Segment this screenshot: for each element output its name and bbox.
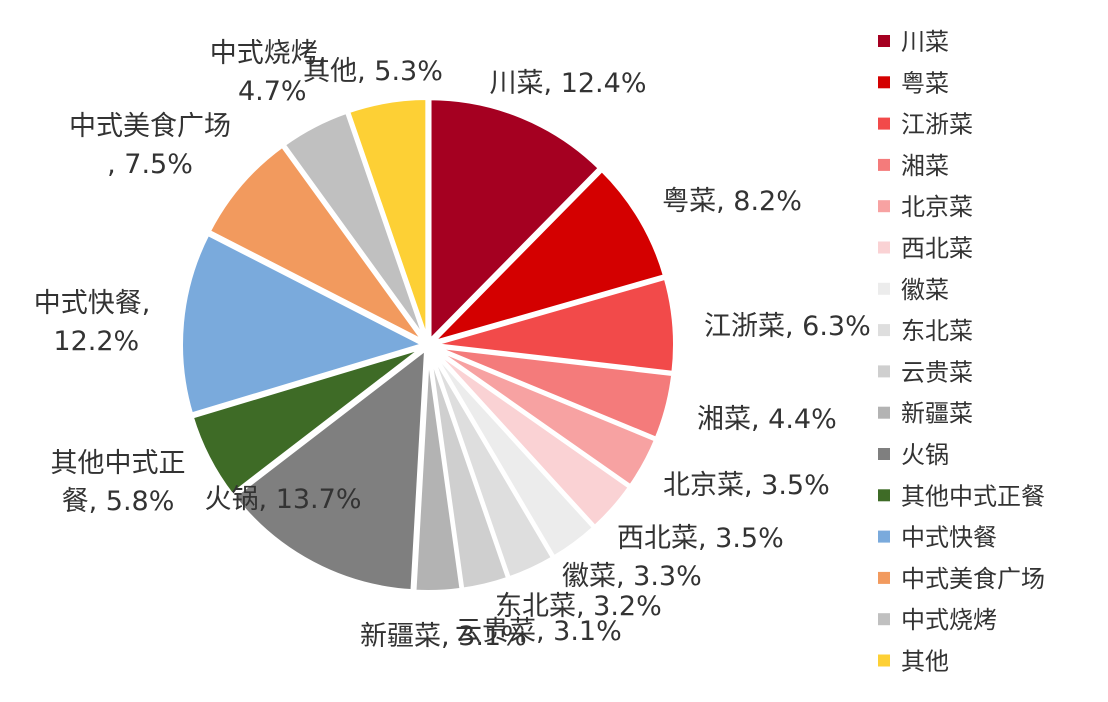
slice-labels: 川菜, 12.4% 粤菜, 8.2% 江浙菜, 6.3% 湘菜, 4.4% 北京菜, 3…	[34, 38, 871, 652]
slice-label-13: 中式快餐, 12.2%	[34, 288, 151, 357]
pie-slice-11	[231, 346, 429, 594]
pie-slices	[179, 96, 677, 594]
legend-item-15: 中式烧烤	[878, 606, 997, 634]
legend-swatch-15	[878, 613, 890, 626]
legend-label-15: 中式烧烤	[901, 606, 997, 634]
legend-swatch-16	[878, 654, 890, 667]
slice-label-15: 中式烧烤, 4.7%	[210, 38, 327, 107]
pie-slice-1	[427, 96, 602, 344]
legend-item-7: 徽菜	[878, 276, 949, 304]
legend-label-1: 川菜	[901, 28, 949, 56]
legend-item-4: 湘菜	[878, 152, 949, 180]
slice-label-2: 粤菜, 8.2%	[662, 186, 802, 217]
legend-item-5: 北京菜	[878, 193, 973, 221]
legend-swatch-5	[878, 200, 890, 213]
legend-swatch-8	[878, 324, 890, 337]
legend-swatch-14	[878, 571, 890, 584]
legend-swatch-1	[878, 35, 890, 47]
pie-slice-16	[346, 96, 430, 344]
slice-label-4: 湘菜, 4.4%	[697, 404, 837, 435]
slice-label-16: 其他, 5.3%	[303, 56, 443, 87]
legend-swatch-2	[878, 76, 890, 89]
legend-swatch-9	[878, 365, 890, 378]
legend-swatch-10	[878, 406, 890, 419]
slice-label-10: 新疆菜, 3.1%	[360, 621, 527, 652]
legend-item-8: 东北菜	[878, 317, 973, 345]
slice-label-1: 川菜, 12.4%	[490, 68, 647, 99]
slice-label-5: 北京菜, 3.5%	[663, 470, 830, 501]
legend: 川菜粤菜江浙菜湘菜北京菜西北菜徽菜东北菜云贵菜新疆菜火锅其他中式正餐中式快餐中式…	[878, 28, 1045, 676]
pie-slice-14	[206, 143, 427, 345]
legend-label-12: 其他中式正餐	[901, 482, 1045, 510]
legend-label-3: 江浙菜	[901, 111, 973, 139]
pie-slice-10	[412, 346, 464, 594]
legend-label-13: 中式快餐	[901, 524, 997, 552]
legend-label-14: 中式美食广场	[901, 565, 1045, 593]
slice-label-6: 西北菜, 3.5%	[617, 523, 784, 554]
slice-label-8: 东北菜, 3.2%	[495, 591, 662, 622]
slice-label-9: 云贵菜, 3.1%	[455, 616, 622, 647]
legend-label-16: 其他	[901, 648, 949, 676]
legend-item-12: 其他中式正餐	[878, 482, 1045, 510]
legend-item-13: 中式快餐	[878, 524, 997, 552]
legend-label-10: 新疆菜	[901, 400, 973, 428]
legend-swatch-3	[878, 117, 890, 130]
legend-label-5: 北京菜	[901, 193, 973, 221]
legend-item-14: 中式美食广场	[878, 565, 1045, 593]
legend-label-2: 粤菜	[901, 69, 949, 97]
slice-label-11: 火锅, 13.7%	[205, 484, 362, 515]
legend-label-8: 东北菜	[901, 317, 973, 345]
legend-item-1: 川菜	[878, 28, 949, 56]
legend-item-10: 新疆菜	[878, 400, 973, 428]
legend-label-4: 湘菜	[901, 152, 949, 180]
legend-item-3: 江浙菜	[878, 111, 973, 139]
legend-swatch-4	[878, 158, 890, 171]
legend-item-9: 云贵菜	[878, 358, 973, 386]
pie-slice-2	[429, 167, 668, 345]
legend-label-6: 西北菜	[901, 235, 973, 263]
slice-label-3: 江浙菜, 6.3%	[704, 311, 871, 342]
legend-label-11: 火锅	[901, 441, 949, 469]
slice-label-12: 其他中式正餐, 5.8%	[51, 448, 186, 517]
legend-swatch-12	[878, 489, 890, 502]
slice-label-7: 徽菜, 3.3%	[562, 561, 702, 592]
legend-item-6: 西北菜	[878, 235, 973, 263]
legend-swatch-11	[878, 448, 890, 460]
legend-item-16: 其他	[878, 648, 949, 676]
legend-label-7: 徽菜	[901, 276, 949, 304]
legend-swatch-13	[878, 530, 890, 543]
legend-label-9: 云贵菜	[901, 358, 973, 386]
legend-swatch-7	[878, 282, 890, 295]
pie-slice-12	[189, 344, 427, 497]
legend-swatch-6	[878, 241, 890, 254]
legend-item-11: 火锅	[878, 441, 949, 469]
legend-item-2: 粤菜	[878, 69, 949, 97]
slice-label-14: 中式美食广场, 7.5%	[69, 111, 231, 180]
pie-slice-13	[179, 231, 427, 417]
